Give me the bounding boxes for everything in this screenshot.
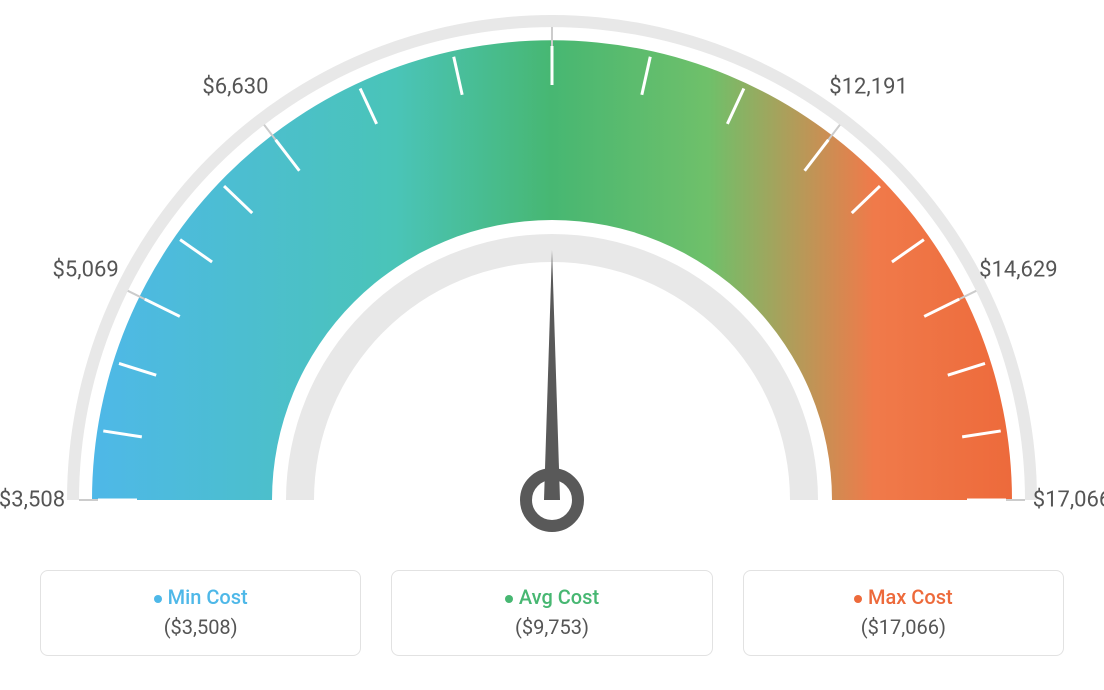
gauge-svg [0, 0, 1104, 560]
legend-card-max: Max Cost ($17,066) [743, 570, 1064, 656]
scale-label-4: $12,191 [829, 75, 908, 100]
legend-dot-max [854, 595, 862, 603]
legend-dot-min [154, 595, 162, 603]
legend-card-avg: Avg Cost ($9,753) [391, 570, 712, 656]
scale-label-2: $6,630 [202, 75, 268, 100]
legend-row: Min Cost ($3,508) Avg Cost ($9,753) Max … [0, 560, 1104, 656]
legend-value-avg: ($9,753) [392, 615, 711, 639]
scale-label-5: $14,629 [979, 258, 1058, 283]
legend-value-max: ($17,066) [744, 615, 1063, 639]
legend-dot-avg [505, 595, 513, 603]
cost-gauge: $3,508$5,069$6,630$9,753$12,191$14,629$1… [0, 0, 1104, 560]
legend-title-avg: Avg Cost [392, 585, 711, 609]
scale-label-1: $5,069 [53, 258, 119, 283]
legend-card-min: Min Cost ($3,508) [40, 570, 361, 656]
scale-label-6: $17,066 [1033, 488, 1104, 513]
legend-title-min: Min Cost [41, 585, 360, 609]
legend-value-min: ($3,508) [41, 615, 360, 639]
legend-title-max: Max Cost [744, 585, 1063, 609]
scale-label-0: $3,508 [0, 488, 65, 513]
